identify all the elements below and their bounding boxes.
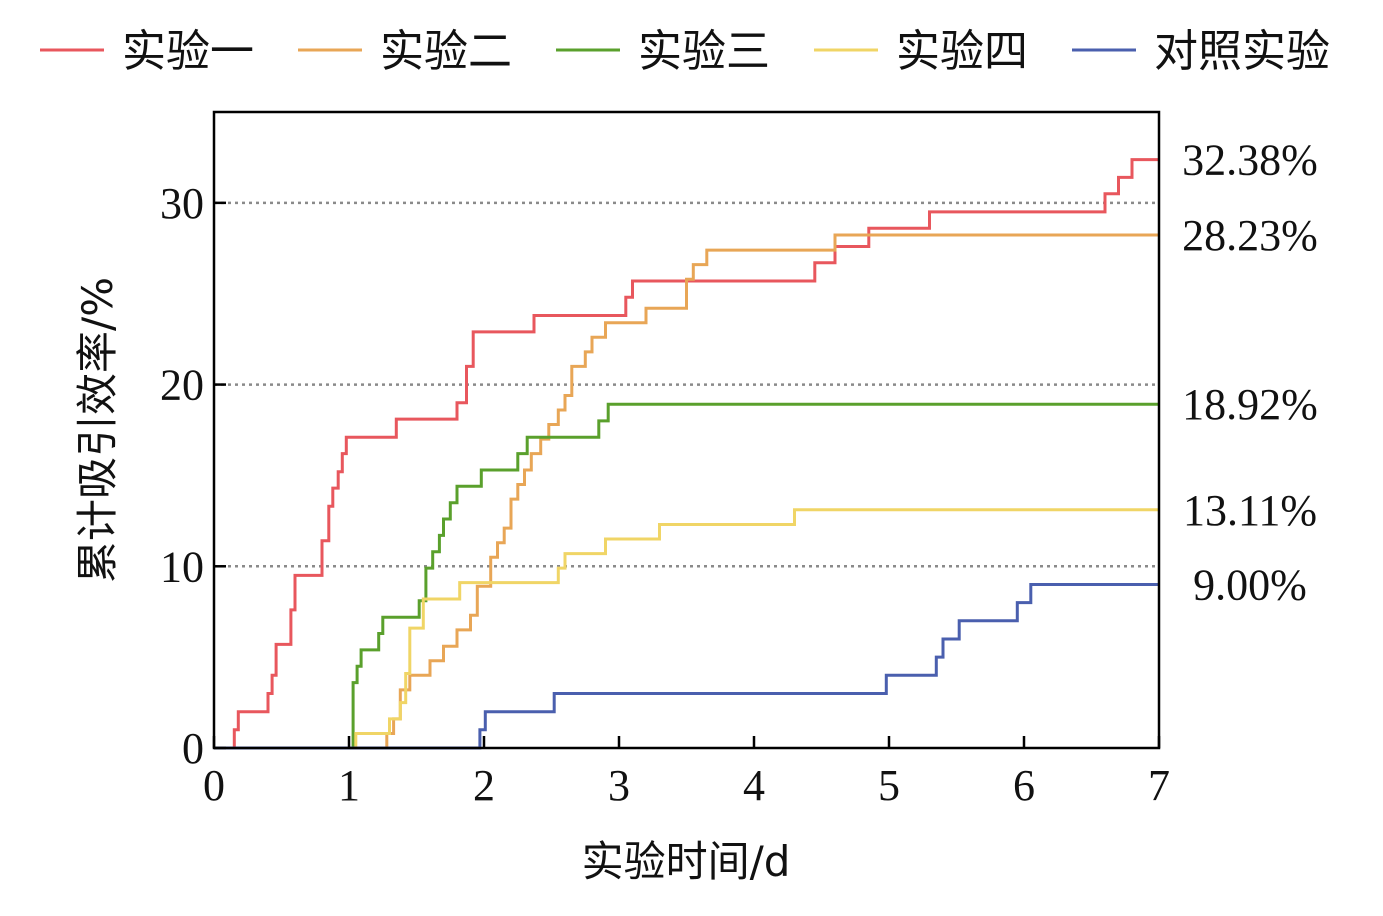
series-line-2 (214, 233, 1159, 750)
y-axis-label: 累计吸引效率/% (73, 277, 122, 583)
gridlines (214, 201, 1159, 568)
legend-label-2: 实验二 (380, 26, 512, 77)
legend-label-3: 实验三 (638, 26, 770, 77)
end-label-2: 28.23% (1182, 211, 1318, 260)
x-tick-label-1: 1 (338, 761, 360, 810)
y-tick-label-0: 0 (182, 724, 204, 773)
x-tick-label-5: 5 (878, 761, 900, 810)
x-tick-label-4: 4 (743, 761, 765, 810)
legend-item-2: 实验二 (298, 26, 512, 77)
legend-item-5: 对照实验 (1072, 26, 1330, 77)
x-tick-label-2: 2 (473, 761, 495, 810)
end-label-5: 9.00% (1193, 560, 1307, 609)
end-label-4: 13.11% (1183, 486, 1317, 535)
x-tick-label-3: 3 (608, 761, 630, 810)
x-tick-label-6: 6 (1013, 761, 1035, 810)
end-label-3: 18.92% (1182, 380, 1318, 429)
legend-label-5: 对照实验 (1154, 26, 1330, 77)
legend: 实验一 实验二 实验三 实验四 对照实验 (40, 26, 1330, 77)
x-tick-label-0: 0 (203, 761, 225, 810)
x-axis-label: 实验时间/d (582, 837, 791, 886)
end-labels: 32.38% 28.23% 18.92% 13.11% 9.00% (1182, 136, 1318, 610)
axis-ticks: 0 1 2 3 4 5 6 7 0 10 20 30 (160, 179, 1170, 810)
legend-label-1: 实验一 (122, 26, 254, 77)
end-label-1: 32.38% (1182, 136, 1318, 185)
y-tick-label-30: 30 (160, 179, 204, 228)
series-line-4 (214, 508, 1159, 750)
legend-item-3: 实验三 (556, 26, 770, 77)
plot-frame (212, 110, 1161, 750)
legend-item-1: 实验一 (40, 26, 254, 77)
series-line-3 (214, 402, 1159, 750)
series-line-1 (214, 158, 1159, 750)
y-tick-label-20: 20 (160, 361, 204, 410)
x-tick-label-7: 7 (1148, 761, 1170, 810)
y-tick-label-10: 10 (160, 542, 204, 591)
legend-label-4: 实验四 (896, 26, 1028, 77)
legend-item-4: 实验四 (814, 26, 1028, 77)
series-lines (214, 158, 1159, 750)
series-line-5 (214, 583, 1159, 750)
